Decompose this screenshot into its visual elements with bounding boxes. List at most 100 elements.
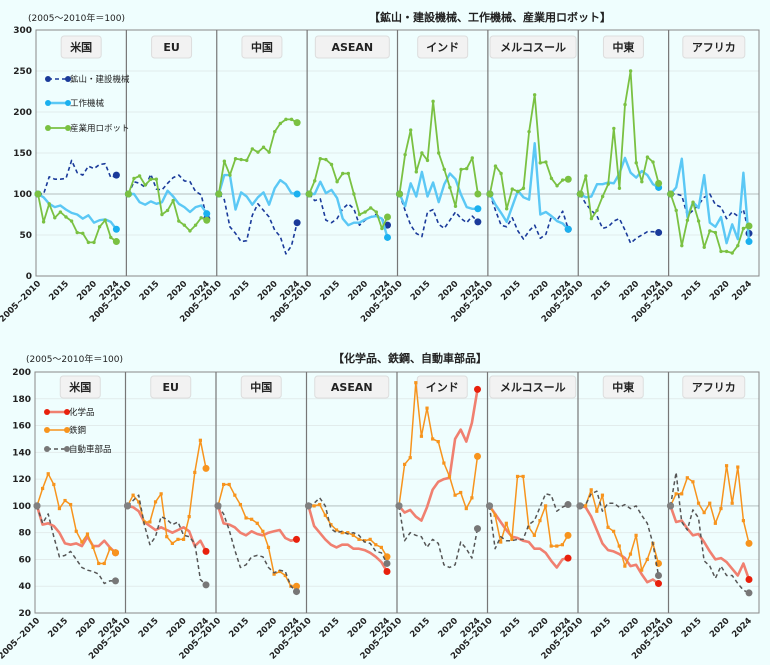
data-point [741,226,746,231]
region-label-box [314,375,390,399]
data-point [555,184,559,188]
data-point [719,249,723,254]
data-point [193,470,197,475]
data-point [730,501,734,505]
data-point [403,462,407,466]
data-point [187,515,191,519]
data-point [272,572,276,576]
data-point [691,200,695,204]
data-point [516,189,520,194]
series-line-3 [308,497,388,564]
data-point [103,218,107,222]
data-point [515,474,520,479]
data-point [346,171,351,176]
start-point [124,502,131,510]
data-point [177,219,181,223]
legend-label: 化学品 [69,407,95,418]
data-point [724,249,729,254]
y-tick-label: 200 [13,108,32,118]
y-tick-label: 150 [13,149,32,159]
data-point [640,568,644,572]
end-point [474,218,482,226]
region-label: EU [163,41,179,54]
data-point [584,174,588,178]
y-tick-label: 250 [13,67,32,77]
data-point [459,167,463,172]
data-point [685,218,690,222]
data-point [453,493,457,497]
data-point [493,164,498,168]
data-point [227,482,231,487]
legend-marker [64,409,70,415]
data-point [80,540,84,544]
start-point [486,502,493,510]
data-point [617,186,622,190]
region-label-box [602,375,644,399]
region-label-box [151,35,193,59]
start-point [576,190,584,198]
data-point [431,99,435,104]
data-point [335,180,339,184]
data-point [143,183,147,187]
y-tick-label: 40 [18,582,31,592]
end-point [293,535,300,543]
legend-label: 工作機械 [70,98,105,109]
data-point [250,147,255,151]
data-point [504,521,508,525]
series-line-2 [579,156,660,199]
data-point [323,513,327,517]
series-line-1 [216,505,297,543]
start-point [396,190,403,198]
series-line-3 [126,494,207,586]
data-point [222,482,226,487]
data-point [41,486,45,491]
region-label-box [682,35,746,59]
data-point [41,220,46,224]
data-point [425,158,430,163]
y-tick-label: 160 [12,422,31,432]
end-point [293,582,300,590]
data-point [538,519,542,523]
data-point [351,533,355,537]
end-point [564,225,572,233]
region-label-box [416,375,468,399]
data-point [420,151,424,155]
start-point [214,502,222,510]
end-point [293,190,301,198]
data-point [165,208,170,213]
data-point [199,216,203,220]
region-label: メルコスール [500,41,566,54]
data-point [527,525,531,529]
legend-label: 自動車部品 [69,444,112,455]
data-point [374,543,378,547]
data-point [470,156,474,160]
legend-label: 産業用ロボット [70,123,130,134]
data-point [470,496,474,500]
data-point [329,523,333,527]
data-point [341,171,345,176]
data-point [346,531,350,535]
data-point [47,202,51,206]
data-point [137,174,142,178]
region-label-box [602,35,644,59]
data-point [137,500,141,504]
data-point [464,506,468,511]
region-label-box [682,375,746,399]
data-point [532,93,537,97]
data-point [250,517,254,521]
data-point [362,539,367,543]
data-point [634,161,638,165]
series-line-1 [398,389,479,522]
data-point [408,128,413,132]
series-line-3 [398,505,479,569]
data-point [53,216,57,220]
end-point [383,553,391,561]
data-point [357,537,361,541]
data-point [267,150,271,154]
data-point [233,493,237,497]
data-point [527,129,531,134]
series-line-1 [488,505,569,569]
data-point [403,152,407,157]
data-point [623,564,627,568]
data-point [334,528,339,532]
